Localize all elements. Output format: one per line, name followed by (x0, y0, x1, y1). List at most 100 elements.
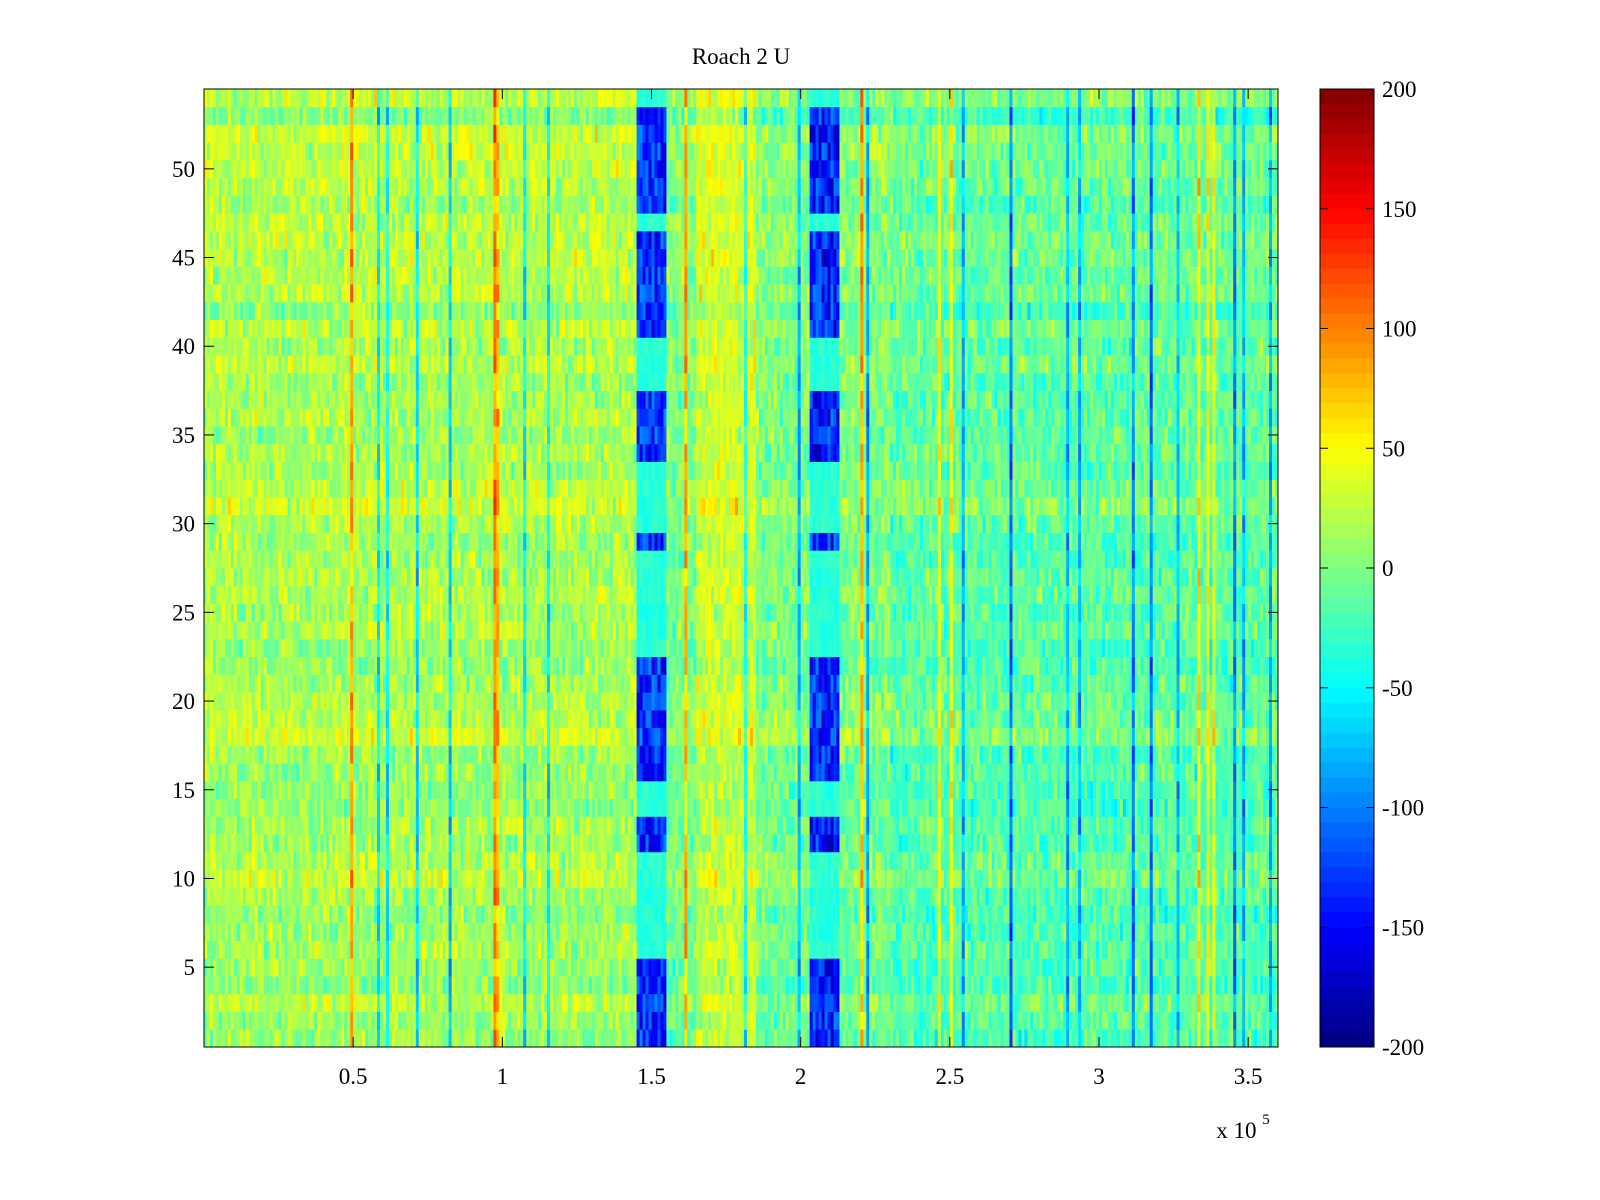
heatmap-cell (1110, 798, 1115, 817)
heatmap-cell (326, 834, 330, 853)
heatmap-cell (1275, 1011, 1279, 1030)
heatmap-cell (257, 834, 262, 853)
heatmap-cell (209, 834, 214, 853)
heatmap-cell (523, 922, 527, 941)
heatmap-cell (314, 834, 318, 853)
heatmap-cell (1045, 993, 1049, 1012)
heatmap-cell (579, 1029, 584, 1048)
heatmap-cell (439, 976, 444, 995)
heatmap-cell (1146, 816, 1151, 835)
heatmap-cell (1093, 798, 1097, 817)
heatmap-cell (809, 869, 813, 888)
heatmap-cell (1045, 1011, 1049, 1030)
heatmap-cell (418, 816, 423, 835)
heatmap-cell (329, 993, 333, 1012)
heatmap-cell (245, 993, 250, 1012)
heatmap-cell (529, 976, 533, 995)
heatmap-cell (409, 834, 414, 853)
heatmap-cell (1018, 958, 1022, 977)
heatmap-cell (383, 922, 387, 941)
heatmap-cell (1072, 905, 1076, 924)
heatmap-cell (236, 905, 241, 924)
heatmap-cell (362, 976, 366, 995)
heatmap-cell (1143, 922, 1148, 941)
heatmap-cell (1104, 1029, 1109, 1048)
heatmap-cell (985, 816, 990, 835)
heatmap-cell (218, 922, 223, 941)
heatmap-cell (541, 887, 545, 906)
heatmap-cell (1161, 816, 1166, 835)
heatmap-cell (412, 869, 417, 888)
heatmap-cell (893, 798, 897, 817)
heatmap-cell (1078, 834, 1082, 853)
heatmap-cell (821, 887, 825, 906)
heatmap-cell (681, 869, 685, 888)
heatmap-cell (570, 887, 575, 906)
heatmap-cell (502, 851, 506, 870)
heatmap-cell (1090, 922, 1094, 941)
heatmap-cell (815, 905, 819, 924)
heatmap-cell (576, 834, 581, 853)
heatmap-cell (508, 905, 512, 924)
heatmap-cell (1075, 958, 1079, 977)
heatmap-cell (1039, 940, 1043, 959)
heatmap-cell (466, 816, 470, 835)
heatmap-cell (934, 922, 939, 941)
heatmap-cell (553, 922, 557, 941)
heatmap-cell (755, 834, 760, 853)
heatmap-cell (385, 958, 390, 977)
heatmap-cell (779, 816, 784, 835)
heatmap-cell (585, 887, 590, 906)
heatmap-cell (511, 1029, 515, 1048)
heatmap-cell (475, 993, 479, 1012)
heatmap-cell (496, 834, 500, 853)
heatmap-cell (550, 958, 554, 977)
heatmap-cell (1006, 834, 1010, 853)
heatmap-cell (1057, 940, 1061, 959)
heatmap-cell (946, 976, 951, 995)
heatmap-cell (439, 993, 444, 1012)
heatmap-cell (347, 798, 351, 817)
heatmap-cell (338, 816, 342, 835)
heatmap-cell (305, 922, 309, 941)
heatmap-cell (1081, 958, 1085, 977)
heatmap-cell (567, 922, 572, 941)
heatmap-cell (636, 976, 640, 995)
heatmap-cell (359, 1029, 363, 1048)
heatmap-cell (735, 834, 739, 853)
heatmap-cell (1051, 940, 1055, 959)
heatmap-cell (1224, 1029, 1228, 1048)
heatmap-cell (791, 905, 796, 924)
heatmap-cell (1009, 798, 1013, 817)
heatmap-cell (1030, 993, 1034, 1012)
heatmap-cell (394, 905, 399, 924)
heatmap-cell (684, 976, 688, 995)
heatmap-cell (350, 940, 354, 959)
heatmap-cell (550, 993, 554, 1012)
heatmap-cell (502, 816, 506, 835)
heatmap-cell (582, 905, 587, 924)
heatmap-cell (248, 816, 253, 835)
heatmap-cell (600, 1029, 605, 1048)
heatmap-cell (332, 851, 336, 870)
heatmap-cell (284, 976, 288, 995)
heatmap-cell (409, 816, 414, 835)
heatmap-cell (603, 940, 608, 959)
heatmap-cell (490, 834, 494, 853)
heatmap-cell (1137, 869, 1142, 888)
heatmap-cell (908, 869, 912, 888)
heatmap-cell (654, 905, 658, 924)
heatmap-cell (669, 834, 673, 853)
heatmap-cell (299, 905, 303, 924)
heatmap-cell (1125, 1029, 1130, 1048)
heatmap-cell (699, 869, 703, 888)
heatmap-cell (290, 922, 294, 941)
heatmap-cell (699, 1029, 703, 1048)
heatmap-cell (1215, 851, 1219, 870)
heatmap-cell (388, 922, 393, 941)
heatmap-cell (776, 1011, 781, 1030)
heatmap-cell (600, 816, 605, 835)
heatmap-cell (1122, 869, 1127, 888)
heatmap-cell (773, 976, 778, 995)
heatmap-cell (788, 958, 793, 977)
